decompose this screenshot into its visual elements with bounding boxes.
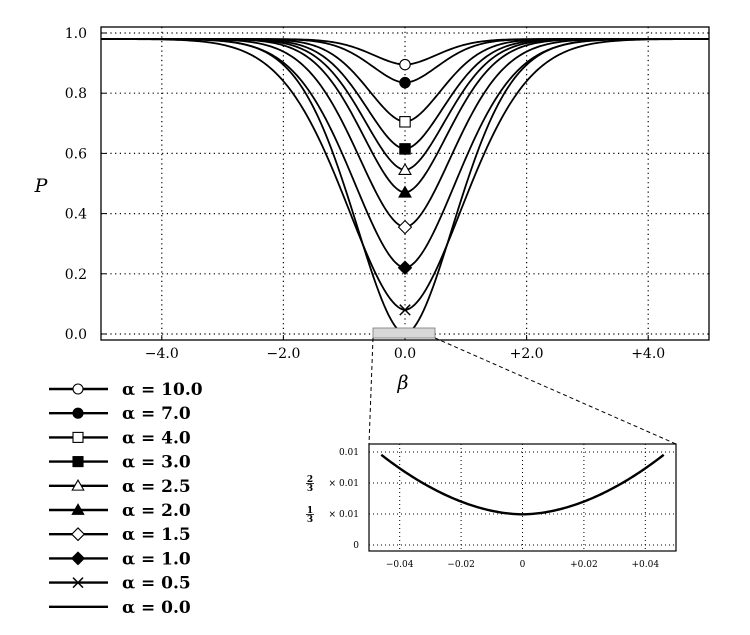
main-y-tick-label-5: 1.0 (65, 26, 87, 42)
main-y-tick-label-0: 0.0 (65, 327, 87, 343)
inset-x-tick-label-1: −0.02 (447, 560, 475, 570)
legend-marker-6 (70, 527, 86, 542)
inset-y-tick-label-3: 0.01 (339, 448, 359, 458)
zoom-connector-left (368, 337, 374, 445)
inset-x-tick-label-3: +0.02 (570, 560, 598, 570)
zoom-connector-right (434, 337, 677, 445)
series-marker-6 (397, 219, 413, 235)
series-marker-8 (399, 304, 411, 316)
series-marker-2 (399, 116, 411, 128)
main-y-tick-label-1: 0.2 (65, 267, 87, 283)
inset-x-tick-label-2: 0 (520, 560, 526, 570)
legend-entry-0: α = 10.0 (49, 380, 203, 400)
legend-label-6: α = 1.5 (122, 525, 191, 545)
inset-y-tick-label-2: 23 × 0.01 (306, 475, 359, 494)
main-x-ticks: −4.0 −2.0 0.0 +2.0 +4.0 (145, 335, 665, 362)
inset-plot-frame (368, 443, 677, 552)
main-y-tick-label-4: 0.8 (65, 86, 87, 102)
legend-entry-3: α = 3.0 (49, 453, 191, 473)
main-y-ticks: 0.0 0.2 0.4 0.6 0.8 1.0 (65, 26, 106, 343)
svg-text:2: 2 (307, 475, 313, 485)
inset-x-ticks: −0.04 −0.02 0 +0.02 +0.04 (386, 560, 659, 570)
legend-entry-1: α = 7.0 (49, 404, 191, 424)
legend-label-5: α = 2.0 (122, 501, 191, 521)
svg-text:3: 3 (307, 515, 313, 525)
inset-curve (380, 453, 665, 516)
main-x-tick-label-0: −4.0 (145, 346, 179, 362)
legend-label-1: α = 7.0 (122, 404, 191, 424)
x-axis-label: β (397, 372, 409, 394)
zoom-region-box (372, 327, 436, 339)
main-x-tick-label-3: +2.0 (510, 346, 544, 362)
inset-y-tick-label-0: 0 (353, 541, 359, 551)
legend-entry-9: α = 0.0 (49, 598, 191, 618)
series-marker-3 (399, 143, 411, 155)
legend-label-7: α = 1.0 (122, 549, 191, 569)
main-markers (397, 58, 413, 316)
series-marker-0 (399, 58, 411, 71)
legend-entry-7: α = 1.0 (49, 549, 191, 569)
inset-x-tick-label-0: −0.04 (386, 560, 414, 570)
legend-marker-8 (72, 577, 84, 589)
legend-entry-4: α = 2.5 (49, 477, 191, 497)
svg-text:1: 1 (307, 506, 313, 516)
inset-series-line (380, 453, 665, 516)
legend-marker-4 (71, 478, 85, 491)
main-grid (101, 27, 709, 340)
series-marker-7 (397, 260, 413, 276)
legend-marker-7 (70, 551, 86, 566)
legend-marker-0 (72, 383, 84, 395)
main-plot-frame (100, 26, 710, 341)
y-axis-label: P (34, 175, 49, 197)
legend-entry-5: α = 2.0 (49, 501, 191, 521)
legend-marker-5 (71, 503, 85, 515)
legend-label-9: α = 0.0 (122, 598, 191, 618)
series-marker-1 (399, 76, 411, 89)
series-marker-5 (398, 185, 412, 198)
main-y-tick-label-2: 0.4 (65, 207, 87, 223)
svg-text:× 0.01: × 0.01 (329, 510, 359, 520)
legend-marker-3 (72, 456, 84, 468)
legend: α = 10.0 α = 7.0 α = 4.0 α = 3.0 α = 2.5 α = … (49, 380, 203, 618)
legend-entry-2: α = 4.0 (49, 428, 191, 448)
svg-text:× 0.01: × 0.01 (329, 479, 359, 489)
legend-marker-2 (72, 431, 84, 443)
legend-label-0: α = 10.0 (122, 380, 203, 400)
main-x-tick-label-4: +4.0 (631, 346, 665, 362)
legend-label-3: α = 3.0 (122, 453, 191, 473)
legend-entry-8: α = 0.5 (49, 574, 191, 594)
series-marker-4 (398, 162, 412, 175)
svg-text:3: 3 (307, 484, 313, 494)
inset-grid (369, 444, 676, 551)
main-x-tick-label-2: 0.0 (394, 346, 416, 362)
inset-x-tick-label-4: +0.04 (632, 560, 660, 570)
inset-y-tick-label-1: 13 × 0.01 (306, 506, 359, 525)
main-y-tick-label-3: 0.6 (65, 146, 87, 162)
main-x-tick-label-1: −2.0 (266, 346, 300, 362)
legend-label-4: α = 2.5 (122, 477, 191, 497)
legend-label-2: α = 4.0 (122, 428, 191, 448)
legend-entry-6: α = 1.5 (49, 525, 191, 545)
legend-label-8: α = 0.5 (122, 574, 191, 594)
legend-marker-1 (72, 407, 84, 419)
